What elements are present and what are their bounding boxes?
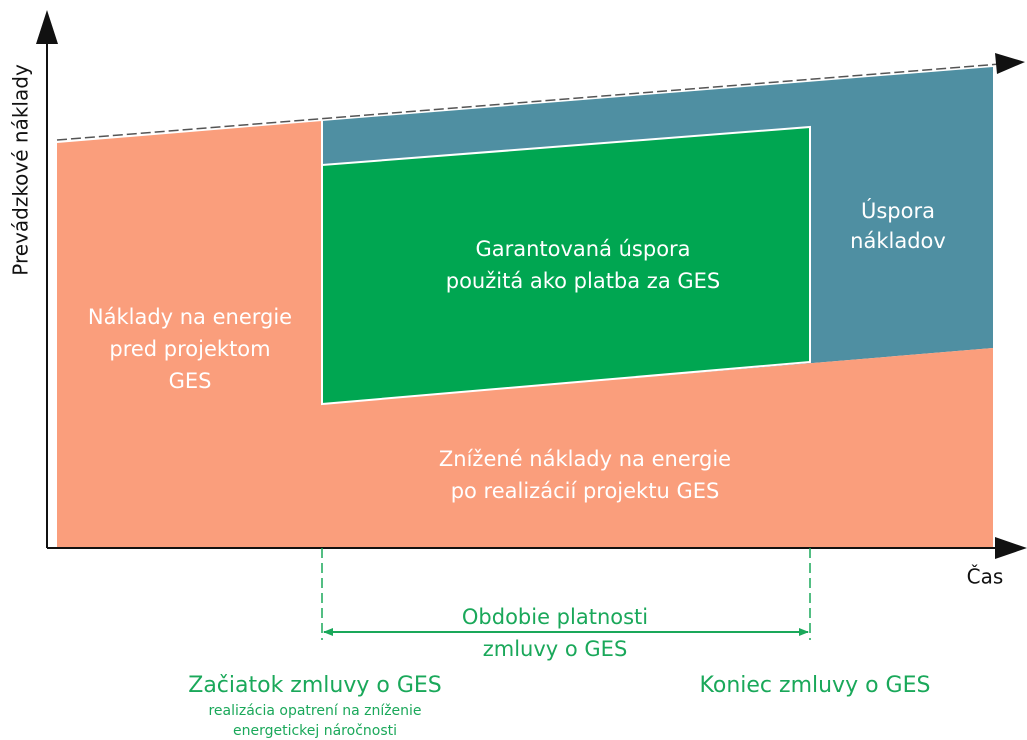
x-arrow xyxy=(995,537,1027,559)
x-axis-label: Čas xyxy=(967,565,1004,589)
start-note: energetickej náročnosti xyxy=(233,723,397,739)
reduced-region xyxy=(322,348,993,548)
region-label: GES xyxy=(169,369,212,393)
region-label: nákladov xyxy=(850,229,946,253)
start-note: realizácia opatrení na zníženie xyxy=(208,703,421,719)
trend-arrow xyxy=(995,53,1025,74)
end-label: Koniec zmluvy o GES xyxy=(700,673,931,698)
y-arrow xyxy=(36,10,58,44)
trend-line xyxy=(56,63,1001,141)
region-label: Znížené náklady na energie xyxy=(439,447,731,471)
region-label: po realizácií projektu GES xyxy=(451,479,720,503)
region-label: Garantovaná úspora xyxy=(475,237,690,261)
period-label: Obdobie platnosti xyxy=(462,605,648,629)
region-label: použitá ako platba za GES xyxy=(446,269,721,293)
guaranteed-region xyxy=(321,125,811,406)
baseline-region xyxy=(57,121,322,548)
region-label: Náklady na energie xyxy=(88,305,292,329)
period-label: zmluvy o GES xyxy=(483,637,628,661)
start-label: Začiatok zmluvy o GES xyxy=(188,673,442,698)
region-label: pred projektom xyxy=(109,337,270,361)
region-label: Úspora xyxy=(861,198,935,223)
y-axis-label: Prevádzkové náklady xyxy=(9,64,33,276)
